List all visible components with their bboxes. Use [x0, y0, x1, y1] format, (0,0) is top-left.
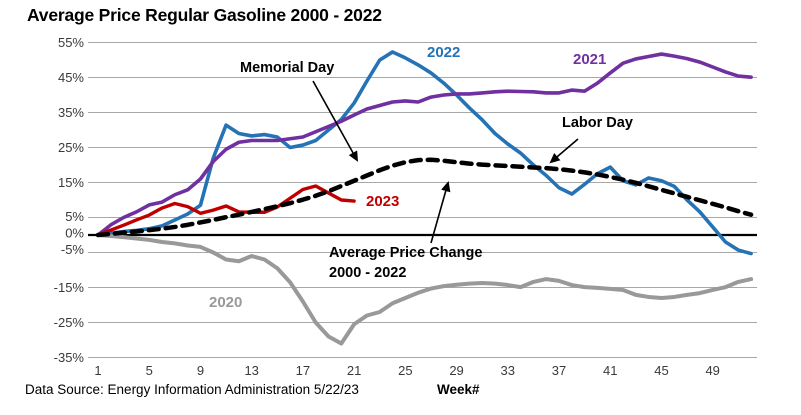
x-tick-17: 17 — [296, 363, 310, 378]
annotation-arrow-memorial-day — [312, 80, 359, 162]
series-line-2021 — [96, 52, 753, 237]
series-label-2020: 2020 — [209, 294, 243, 311]
y-tick--15%: -15% — [54, 280, 85, 295]
series-line-average-price-change-2000-2022 — [95, 157, 754, 238]
y-tick-25%: 25% — [58, 140, 84, 155]
annotation-arrow-average-line-label-1 — [430, 180, 451, 244]
series-line-2020 — [96, 233, 754, 346]
annotation-arrow-labor-day — [549, 138, 579, 164]
y-tick-55%: 55% — [58, 35, 84, 50]
annotation-labor-day: Labor Day — [562, 115, 633, 131]
x-tick-25: 25 — [398, 363, 412, 378]
series-label-2022: 2022 — [427, 44, 461, 61]
x-tick-49: 49 — [705, 363, 719, 378]
x-tick-33: 33 — [501, 363, 515, 378]
y-tick-35%: 35% — [58, 105, 84, 120]
y-tick-5%: 5% — [65, 209, 84, 224]
x-axis-tick-labels: 1 5 9 13 17 21 25 29 33 37 41 45 49 — [94, 363, 720, 378]
annotation-memorial-day: Memorial Day — [240, 60, 335, 76]
y-axis-tick-labels: 55% 45% 35% 25% 15% 5% 0%-5% -15% -25% -35% — [54, 35, 85, 365]
y-tick--5%: -5% — [61, 242, 85, 257]
y-tick--35%: -35% — [54, 350, 85, 365]
x-tick-9: 9 — [197, 363, 204, 378]
y-tick-45%: 45% — [58, 70, 84, 85]
x-tick-1: 1 — [94, 363, 101, 378]
x-axis-title: Week# — [437, 382, 480, 397]
y-tick-15%: 15% — [58, 175, 84, 190]
series-label-2021: 2021 — [573, 51, 607, 68]
series-lines — [95, 50, 754, 346]
x-tick-13: 13 — [244, 363, 258, 378]
x-tick-37: 37 — [552, 363, 566, 378]
series-label-2023: 2023 — [366, 193, 400, 210]
y-tick-0%: 0% — [65, 226, 84, 241]
x-tick-45: 45 — [654, 363, 668, 378]
x-tick-21: 21 — [347, 363, 361, 378]
y-tick--25%: -25% — [54, 315, 85, 330]
data-source-caption: Data Source: Energy Information Administ… — [25, 382, 359, 397]
chart-title: Average Price Regular Gasoline 2000 - 20… — [27, 5, 382, 25]
annotation-average-line-label-1: Average Price Change — [329, 245, 483, 261]
x-tick-41: 41 — [603, 363, 617, 378]
x-tick-29: 29 — [449, 363, 463, 378]
series-line-2023 — [96, 184, 356, 237]
x-tick-5: 5 — [146, 363, 153, 378]
series-line-2022 — [96, 50, 753, 256]
gridlines — [88, 42, 757, 358]
annotation-arrows — [312, 80, 579, 244]
annotation-average-line-label-2: 2000 - 2022 — [329, 265, 407, 281]
